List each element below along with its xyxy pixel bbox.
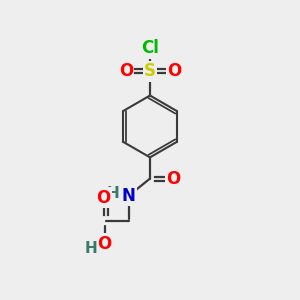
Text: N: N (122, 187, 136, 205)
Text: S: S (144, 62, 156, 80)
Text: H: H (107, 186, 120, 201)
Text: O: O (98, 235, 112, 253)
Text: O: O (167, 62, 181, 80)
Text: O: O (166, 169, 180, 188)
Text: H: H (84, 242, 97, 256)
Text: O: O (119, 62, 133, 80)
Text: O: O (96, 189, 110, 207)
Text: Cl: Cl (141, 39, 159, 57)
